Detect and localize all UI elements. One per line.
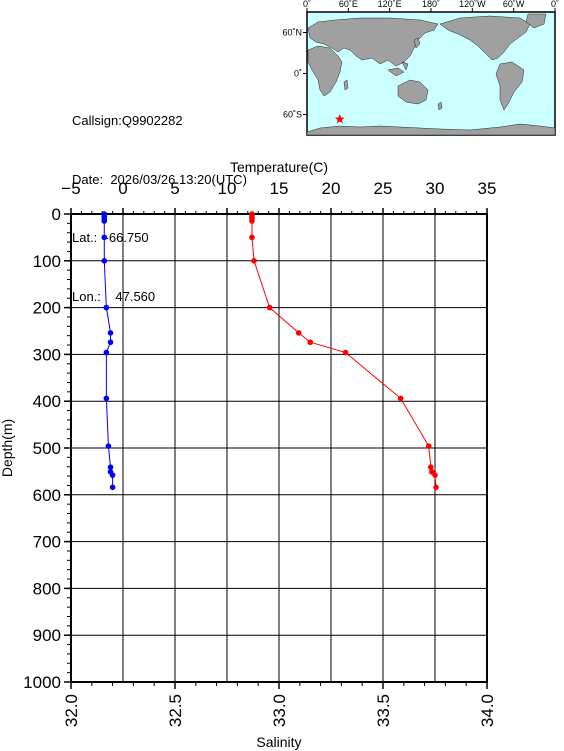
callsign-value: Q9902282 (121, 113, 183, 128)
map-lon-tick-label: 120˚W (459, 0, 486, 9)
map-latitude-ticks: 60˚N 0˚ 60˚S (282, 28, 307, 120)
depth-tick-label: 300 (33, 345, 61, 364)
depth-tick-label: 0 (52, 205, 61, 224)
station-info: Callsign:Q9902282 Date: 2026/03/26 13:20… (72, 72, 247, 326)
salinity-point (105, 443, 112, 449)
sea-islands-landmass (387, 61, 409, 77)
depth-tick-label: 100 (33, 252, 61, 271)
south-america-landmass (495, 61, 525, 111)
temperature-point (433, 484, 439, 491)
data-series (101, 211, 439, 491)
lon-label: Lon.: (72, 288, 101, 304)
eurasia-landmass (307, 17, 439, 67)
temperature-point (249, 218, 255, 224)
map-longitude-ticks: 0˚ 60˚E 120˚E 180˚ 120˚W 60˚W 0˚ (303, 0, 559, 12)
australia-landmass (397, 79, 429, 105)
map-lon-tick-label: 60˚E (339, 0, 358, 9)
temperature-tick-label: 15 (270, 179, 289, 198)
salinity-axis-title: Salinity (256, 734, 301, 750)
temperature-tick-label: −5 (61, 179, 80, 198)
map-lat-tick-label: 60˚S (283, 110, 302, 120)
depth-tick-label: 200 (33, 299, 61, 318)
temperature-axis-title: Temperature(C) (230, 159, 328, 175)
lat-value: -66.750 (104, 230, 149, 245)
temperature-point (428, 464, 434, 470)
map-lat-tick-label: 60˚N (282, 28, 302, 38)
depth-tick-label: 1000 (23, 673, 61, 692)
africa-landmass (307, 45, 343, 97)
temperature-tick-label: 20 (322, 179, 341, 198)
japan-landmass (413, 37, 421, 49)
salinity-tick-label: 32.0 (62, 694, 81, 727)
depth-tick-label: 500 (33, 439, 61, 458)
temperature-tick-label: 5 (170, 179, 179, 198)
salinity-tick-label: 33.0 (270, 694, 289, 727)
salinity-point (101, 218, 108, 224)
temperature-point (251, 258, 257, 264)
temperature-point (295, 330, 302, 336)
temperature-tick-label: 25 (374, 179, 393, 198)
greenland-landmass (525, 13, 547, 29)
depth-tick-label: 600 (33, 486, 61, 505)
salinity-point (109, 484, 116, 491)
date-row: Date: 2026/03/26 13:20(UTC) (72, 170, 247, 190)
map-lon-tick-label: 0˚ (551, 0, 559, 9)
salinity-point (109, 472, 116, 478)
north-america-landmass (439, 15, 531, 61)
temperature-point (432, 472, 438, 478)
salinity-point (101, 258, 108, 264)
temperature-point (397, 395, 404, 402)
station-marker-icon (334, 114, 345, 124)
chart-grid (71, 214, 487, 682)
depth-tick-label: 400 (33, 392, 61, 411)
temperature-tick-label: 10 (218, 179, 237, 198)
date-label: Date: (72, 171, 104, 187)
salinity-tick-label: 34.0 (478, 694, 497, 727)
map-lon-tick-label: 120˚E (378, 0, 402, 9)
temperature-tick-label: 35 (478, 179, 497, 198)
salinity-point (107, 339, 114, 346)
temperature-tick-label: 30 (426, 179, 445, 198)
lat-label: Lat.: (72, 230, 98, 245)
callsign-row: Callsign:Q9902282 (72, 111, 247, 131)
salinity-point (103, 395, 110, 402)
salinity-point (107, 330, 114, 336)
temperature-point (307, 339, 314, 346)
temperature-point (266, 304, 273, 311)
axis-ticks: −5 0 5 10 15 20 25 30 35010020030040050060070080… (23, 179, 497, 727)
map-lon-tick-label: 180˚ (422, 0, 440, 9)
callsign-label: Callsign: (72, 113, 122, 128)
salinity-point (103, 304, 110, 311)
map-lon-tick-label: 0˚ (303, 0, 311, 9)
madagascar-landmass (343, 79, 349, 91)
depth-tick-label: 900 (33, 626, 61, 645)
new-zealand-landmass (437, 101, 443, 111)
lon-row: Lon.: 47.560 (72, 287, 247, 307)
depth-tick-label: 800 (33, 579, 61, 598)
depth-tick-label: 700 (33, 533, 61, 552)
antarctica-landmass (306, 123, 556, 136)
map-lat-tick-label: 0˚ (294, 69, 302, 79)
lon-value: 47.560 (115, 288, 156, 304)
salinity-point (107, 464, 114, 470)
lat-row: Lat.: -66.750 (72, 228, 247, 248)
temperature-tick-label: 0 (118, 179, 127, 198)
salinity-point (101, 234, 108, 241)
map-land (306, 13, 556, 136)
depth-axis-title: Depth(m) (0, 419, 15, 477)
salinity-point (103, 349, 110, 356)
temperature-point (425, 443, 432, 449)
salinity-tick-label: 33.5 (374, 694, 393, 727)
date-value: 2026/03/26 13:20(UTC) (110, 171, 247, 187)
salinity-tick-label: 32.5 (166, 694, 185, 727)
map-lon-tick-label: 60˚W (503, 0, 525, 9)
temperature-point (249, 234, 255, 241)
temperature-point (342, 349, 349, 356)
